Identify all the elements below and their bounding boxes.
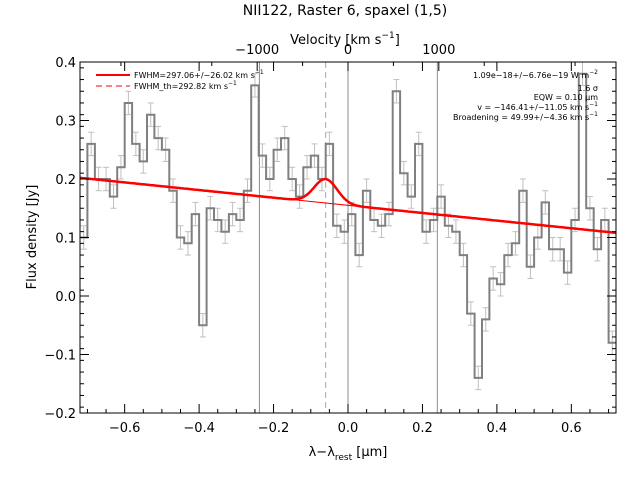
- legend: FWHM=297.06+/−26.02 km s−1 FWHM_th=292.8…: [96, 69, 264, 91]
- annotation-velocity: v = −146.41+/−11.05 km s−1: [477, 101, 598, 112]
- x-tick-label: −0.6: [109, 421, 141, 436]
- tick-marks: −0.6 −0.4 −0.2 0.0 0.2 0.4 0.6 −0.2 −0.1 0.0 0.1 0.…: [44, 43, 616, 436]
- y-tick-label: 0.0: [55, 290, 76, 305]
- fit-series: [79, 176, 617, 235]
- y-tick-label: −0.2: [44, 407, 76, 422]
- top-tick-label: −1000: [235, 43, 279, 58]
- x-tick-label: 0.0: [338, 421, 359, 436]
- spectrum-series: [80, 72, 616, 379]
- top-tick-label: 1000: [422, 43, 455, 58]
- annotation-eqw: EQW = 0.10 μm: [534, 93, 598, 102]
- line-fit-curve: [79, 176, 617, 235]
- annotation-broadening: Broadening = 49.99+/−4.36 km s−1: [453, 111, 598, 122]
- y-tick-label: 0.3: [55, 115, 76, 130]
- y-tick-label: 0.2: [55, 173, 76, 188]
- annotation-flux: 1.09e−18+/−6.76e−19 W m−2: [473, 69, 598, 80]
- y-tick-label: −0.1: [44, 349, 76, 364]
- reference-lines: [258, 62, 438, 413]
- spectrum-line: [80, 72, 616, 379]
- y-axis-label: Flux density [Jy]: [25, 185, 40, 290]
- x-tick-label: −0.2: [258, 421, 290, 436]
- y-tick-label: 0.4: [55, 56, 76, 71]
- x-tick-label: 0.4: [487, 421, 508, 436]
- legend-item-fwhm-th: FWHM_th=292.82 km s−1: [134, 80, 237, 91]
- x-tick-label: 0.6: [561, 421, 582, 436]
- chart-title: NII122, Raster 6, spaxel (1,5): [243, 3, 448, 19]
- legend-item-fwhm: FWHM=297.06+/−26.02 km s−1: [134, 69, 264, 80]
- x-axis-label: λ−λrest [μm]: [309, 445, 388, 463]
- top-axis-label: Velocity [km s−1]: [290, 31, 400, 48]
- top-tick-label: 0: [344, 43, 352, 58]
- annotation-sigma: 1.6 σ: [578, 84, 598, 93]
- y-tick-label: 0.1: [55, 232, 76, 247]
- fit-annotations: 1.09e−18+/−6.76e−19 W m−2 1.6 σ EQW = 0.…: [453, 69, 598, 122]
- x-tick-label: 0.2: [412, 421, 433, 436]
- x-tick-label: −0.4: [183, 421, 215, 436]
